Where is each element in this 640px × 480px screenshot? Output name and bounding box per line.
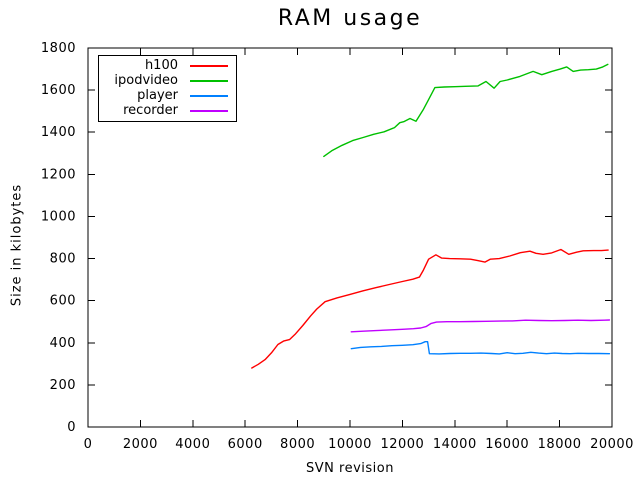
- legend-label-h100: h100: [144, 58, 178, 74]
- x-tick-label: 6000: [228, 437, 263, 452]
- x-tick-label: 16000: [485, 437, 529, 452]
- y-tick-label: 600: [50, 294, 76, 309]
- y-tick-label: 1400: [41, 125, 76, 140]
- legend-label-ipodvideo: ipodvideo: [114, 73, 178, 89]
- legend-item-ipodvideo: ipodvideo: [99, 74, 228, 88]
- y-tick-label: 400: [50, 336, 76, 351]
- y-tick-label: 1800: [41, 41, 76, 56]
- y-tick-label: 1200: [41, 167, 76, 182]
- series-line-h100: [251, 248, 609, 369]
- legend-item-recorder: recorder: [99, 102, 228, 118]
- series-line-recorder: [350, 319, 611, 333]
- legend-line-swatch-ipodvideo: [190, 80, 228, 83]
- x-tick-label: 0: [84, 437, 93, 452]
- x-axis-label: SVN revision: [306, 461, 394, 476]
- x-tick-label: 20000: [590, 437, 634, 452]
- y-tick-label: 800: [50, 252, 76, 267]
- x-tick-label: 10000: [328, 437, 372, 452]
- legend-label-player: player: [137, 87, 178, 103]
- legend: h100 ipodvideo player recorder: [98, 55, 237, 122]
- y-axis-label: Size in kilobytes: [9, 183, 25, 307]
- y-tick-label: 0: [67, 420, 76, 435]
- legend-item-player: player: [99, 87, 228, 103]
- x-tick-label: 4000: [175, 437, 210, 452]
- legend-label-recorder: recorder: [123, 102, 178, 118]
- chart-title: RAM usage: [277, 6, 423, 31]
- y-tick-label: 1600: [41, 83, 76, 98]
- x-tick-label: 18000: [538, 437, 582, 452]
- x-tick-label: 2000: [123, 437, 158, 452]
- x-tick-label: 12000: [380, 437, 424, 452]
- legend-item-h100: h100: [99, 59, 228, 73]
- legend-line-swatch-player: [190, 94, 228, 97]
- series-line-player: [350, 341, 611, 355]
- x-tick-label: 8000: [280, 437, 315, 452]
- y-tick-label: 200: [50, 378, 76, 393]
- y-tick-label: 1000: [41, 209, 76, 224]
- x-tick-label: 14000: [433, 437, 477, 452]
- series-line-ipodvideo: [323, 63, 609, 158]
- legend-line-swatch-recorder: [190, 109, 228, 112]
- legend-line-swatch-h100: [190, 65, 228, 68]
